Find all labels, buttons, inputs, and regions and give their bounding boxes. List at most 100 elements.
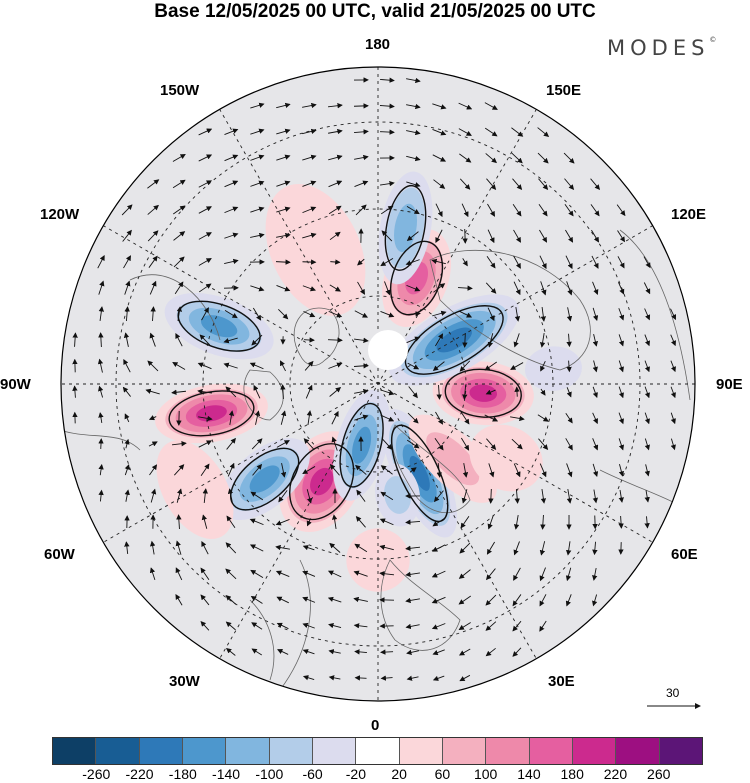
wind-arrow [458,595,472,605]
wind-arrow [353,623,368,629]
wind-arrow [250,569,264,579]
wind-arrow [147,230,159,242]
wind-arrow [97,358,104,373]
wind-arrow [458,128,472,136]
wind-arrow [150,306,156,322]
wind-arrow [98,332,104,348]
wind-arrow [513,255,521,269]
colorbar-segment [486,738,530,764]
wind-arrow [435,203,443,218]
lon-label-30e: 30E [548,673,575,690]
wind-arrow [405,571,420,578]
anomaly-area [249,465,280,493]
wind-arrow [277,649,289,655]
wind-arrow [618,515,624,529]
wind-arrow [302,675,315,681]
wind-arrow [171,389,187,395]
wind-arrow [197,362,212,370]
wind-arrow [406,649,420,655]
wind-arrow [280,384,286,400]
wind-arrow [97,255,105,269]
contour-line [404,305,504,375]
wind-arrow [174,281,184,295]
wind-arrow [124,438,130,449]
wind-arrow [280,463,287,478]
wind-arrow [201,307,209,321]
wind-arrow [436,462,442,478]
colorbar-tick-label: 260 [647,766,671,782]
wind-arrow [250,285,265,292]
wind-arrow [354,388,369,395]
wind-arrow [539,541,546,556]
wind-arrow [200,463,210,477]
lon-label-60e: 60E [671,546,698,563]
wind-arrow [592,438,599,451]
wind-arrow [147,360,159,372]
colorbar-segment [572,738,617,764]
wind-arrow [431,623,446,630]
wind-arrow [670,412,676,425]
wind-arrow [306,489,313,504]
wind-arrow [328,180,343,188]
wind-arrow [328,310,343,318]
wind-arrow [327,570,342,578]
wind-arrow [223,362,238,369]
wind-arrow [276,440,290,448]
wind-arrow [459,360,471,372]
wind-arrow [173,256,185,268]
wind-arrow [225,568,237,580]
wind-arrow [303,337,315,343]
wind-arrow [175,540,182,555]
wind-arrow [592,594,598,607]
wind-arrow [276,180,291,187]
wind-arrow [486,255,496,269]
wind-arrow [198,232,212,240]
wind-arrow [380,311,395,318]
wind-arrow [565,594,572,607]
wind-arrow [123,359,131,373]
wind-arrow [354,543,368,553]
wind-arrow [540,489,547,504]
wind-arrow [458,102,473,110]
wind-arrow [616,204,626,217]
wind-arrow [458,569,471,579]
wind-arrow [254,410,261,425]
wind-arrow [565,438,573,451]
wind-arrow [305,384,313,399]
wind-arrow [380,180,395,187]
wind-arrow [122,229,132,242]
wind-arrow [302,649,315,655]
wind-arrow [379,103,395,109]
wind-arrow [459,178,471,190]
wind-arrow [122,386,131,397]
wind-arrow [462,332,468,348]
wind-arrow [486,568,496,581]
wind-arrow [123,255,131,269]
colorbar-tick-label: 20 [391,766,407,782]
wind-arrow [458,310,473,318]
wind-arrow [224,310,238,319]
wind-arrow [485,621,497,631]
wind-arrow [123,332,130,347]
wind-arrow [98,489,104,502]
wind-arrow [353,363,369,369]
colorbar [53,738,702,764]
wind-arrow [302,180,317,187]
wind-arrow [406,103,421,110]
wind-arrow [486,178,497,191]
wind-arrow [592,334,598,347]
wind-arrow [275,259,291,265]
wind-arrow [98,463,104,476]
lon-label-0: 0 [371,717,380,734]
wind-arrow [485,594,497,606]
wind-arrow [592,307,599,321]
wind-arrow [459,542,471,554]
colorbar-tick-label: -180 [168,766,197,782]
wind-arrow [590,204,600,217]
wind-arrow [329,542,341,553]
wind-arrow [487,515,494,530]
wind-arrow [644,412,650,425]
wind-arrow [302,154,317,161]
contour-line [230,447,300,511]
wind-arrow [540,307,547,322]
